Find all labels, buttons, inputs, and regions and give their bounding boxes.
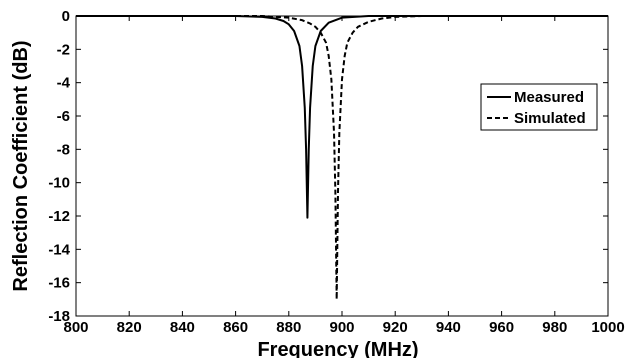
legend: Measured Simulated <box>480 83 598 131</box>
y-tick-label: -14 <box>48 241 70 258</box>
series-line-measured <box>76 15 608 219</box>
legend-label-simulated: Simulated <box>514 110 586 127</box>
x-tick-label: 920 <box>383 319 408 336</box>
y-tick-label: -18 <box>48 308 70 325</box>
y-tick-label: -12 <box>48 208 70 225</box>
y-tick-label: -10 <box>48 175 70 192</box>
x-tick-label: 860 <box>223 319 248 336</box>
y-tick-label: -2 <box>57 41 70 58</box>
x-tick-label: 980 <box>542 319 567 336</box>
series-line-simulated <box>76 15 608 301</box>
y-tick-label: -8 <box>57 141 70 158</box>
x-tick-label: 820 <box>117 319 142 336</box>
y-tick-label: -4 <box>57 75 71 92</box>
y-tick-label: -6 <box>57 108 70 125</box>
y-tick-label: 0 <box>62 8 70 25</box>
x-tick-label: 900 <box>329 319 354 336</box>
x-tick-label: 800 <box>63 319 88 336</box>
x-tick-label: 960 <box>489 319 514 336</box>
x-tick-label: 1000 <box>591 319 624 336</box>
plot-series <box>76 15 608 301</box>
x-tick-label: 940 <box>436 319 461 336</box>
axes: 800 820 840 860 880 900 920 940 960 980 1000 0 -2 -4 -… <box>48 8 624 336</box>
x-tick-label: 840 <box>170 319 195 336</box>
x-tick-label: 880 <box>276 319 301 336</box>
y-axis-label: Reflection Coefficient (dB) <box>10 40 32 291</box>
x-axis-label: Frequency (MHz) <box>257 339 418 358</box>
legend-label-measured: Measured <box>514 89 584 106</box>
plot-frame <box>75 15 609 317</box>
legend-box <box>480 83 598 131</box>
y-tick-label: -16 <box>48 275 70 292</box>
